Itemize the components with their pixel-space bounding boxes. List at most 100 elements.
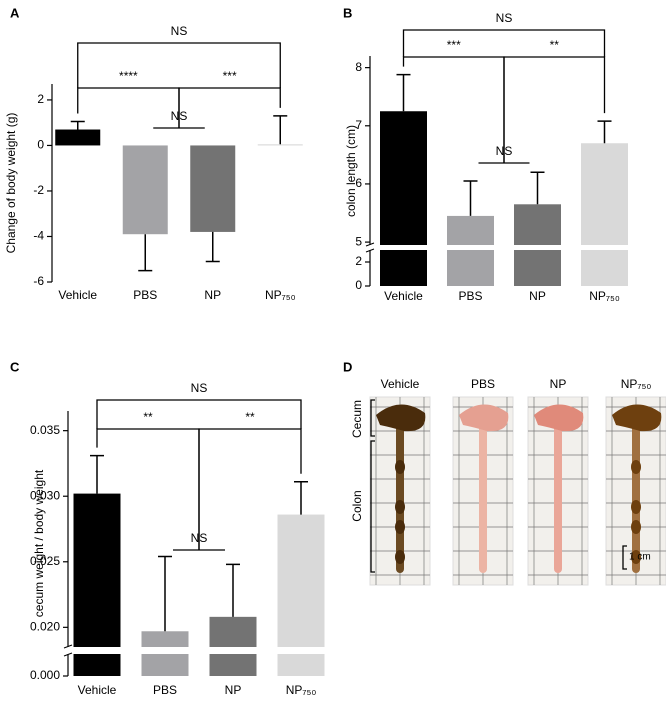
pellet (395, 550, 405, 564)
y-axis-label: colon length (cm) (344, 125, 358, 217)
bar (380, 250, 427, 286)
error-bar (90, 454, 104, 494)
panel-letter: B (343, 5, 352, 20)
x-tick-label: NP (225, 683, 242, 697)
significance-bracket (77, 87, 180, 128)
bar (514, 250, 561, 286)
y-axis-label: Change of body weight (g) (4, 113, 18, 254)
bar (257, 144, 303, 146)
bar (581, 143, 628, 245)
error-bar (70, 120, 85, 130)
region-label: Cecum (350, 400, 364, 438)
x-tick-label: NP₇₅₀ (286, 683, 317, 697)
y-tick-label: 0.025 (30, 554, 60, 568)
significance-label: NS (191, 381, 208, 395)
panel-letter: A (10, 5, 20, 20)
significance-label: NS (496, 11, 513, 25)
significance-bracket (77, 42, 281, 88)
pellet (395, 520, 405, 534)
error-bar (396, 73, 411, 112)
bar (55, 129, 101, 146)
x-tick-label: NP₇₅₀ (589, 289, 620, 303)
cecum (459, 404, 509, 432)
error-bar (530, 171, 545, 205)
significance-label: *** (223, 69, 237, 83)
y-tick-label: 5 (355, 234, 362, 248)
significance-label: **** (119, 69, 138, 83)
significance-bracket (503, 56, 606, 163)
scale-bar (622, 545, 627, 570)
y-tick-label: 2 (37, 92, 44, 106)
error-bar (273, 115, 288, 145)
bar (514, 204, 561, 245)
y-tick-label: 2 (355, 254, 362, 268)
pellet (631, 500, 641, 514)
colon (479, 425, 487, 573)
y-tick-label: 8 (355, 60, 362, 74)
bar (447, 250, 494, 286)
error-bar (294, 481, 308, 515)
bar (122, 145, 168, 235)
cecum (534, 404, 584, 432)
x-tick-label: NP (529, 289, 546, 303)
x-tick-label: PBS (153, 683, 177, 697)
error-bar (597, 120, 612, 144)
significance-label: ** (245, 410, 255, 424)
y-tick-label: -2 (33, 183, 44, 197)
region-label: Colon (350, 490, 364, 521)
x-tick-label: Vehicle (58, 288, 97, 302)
colon (554, 425, 562, 573)
y-tick-label: 0 (37, 138, 44, 152)
significance-label: NS (171, 24, 188, 38)
photo-label: NP (550, 377, 567, 391)
error-bar (138, 234, 153, 272)
y-tick-label: 6 (355, 176, 362, 190)
region-bracket (370, 399, 375, 573)
x-tick-label: NP (204, 288, 221, 302)
y-tick-label: 7 (355, 118, 362, 132)
pellet (631, 460, 641, 474)
error-bar (158, 555, 172, 632)
bar (380, 111, 427, 245)
photo-label: Vehicle (381, 377, 420, 391)
significance-label: ** (550, 38, 560, 52)
x-tick-label: NP₇₅₀ (265, 288, 296, 302)
axis-break (63, 644, 73, 657)
bar (277, 654, 325, 676)
significance-bracket (178, 87, 281, 128)
significance-label: ** (143, 410, 153, 424)
error-bar (226, 563, 240, 617)
pellet (395, 500, 405, 514)
x-tick-label: Vehicle (384, 289, 423, 303)
y-tick-label: -6 (33, 274, 44, 288)
panel-letter: C (10, 359, 20, 374)
pellet (395, 460, 405, 474)
bar (209, 616, 257, 647)
y-tick-label: 0.020 (30, 620, 60, 634)
pellet (631, 550, 641, 564)
cecum (612, 404, 662, 432)
error-bar (463, 180, 478, 216)
significance-bracket (198, 428, 302, 550)
significance-bracket (96, 399, 302, 429)
bar (190, 145, 236, 232)
panel-letter: D (343, 359, 352, 374)
bar (447, 215, 494, 245)
bar (581, 250, 628, 286)
scale-bar-label: 1 cm (629, 552, 651, 563)
y-tick-label: -4 (33, 229, 44, 243)
cecum (376, 404, 426, 432)
bar (277, 514, 325, 647)
photo-label: NP₇₅₀ (621, 377, 652, 391)
axis-break (365, 242, 375, 253)
bar (209, 654, 257, 676)
bar (141, 654, 189, 676)
bar (73, 493, 121, 647)
photo-label: PBS (471, 377, 495, 391)
bar (73, 654, 121, 676)
y-tick-label: 0.000 (30, 668, 60, 682)
x-tick-label: PBS (458, 289, 482, 303)
x-tick-label: PBS (133, 288, 157, 302)
significance-bracket (402, 29, 606, 57)
